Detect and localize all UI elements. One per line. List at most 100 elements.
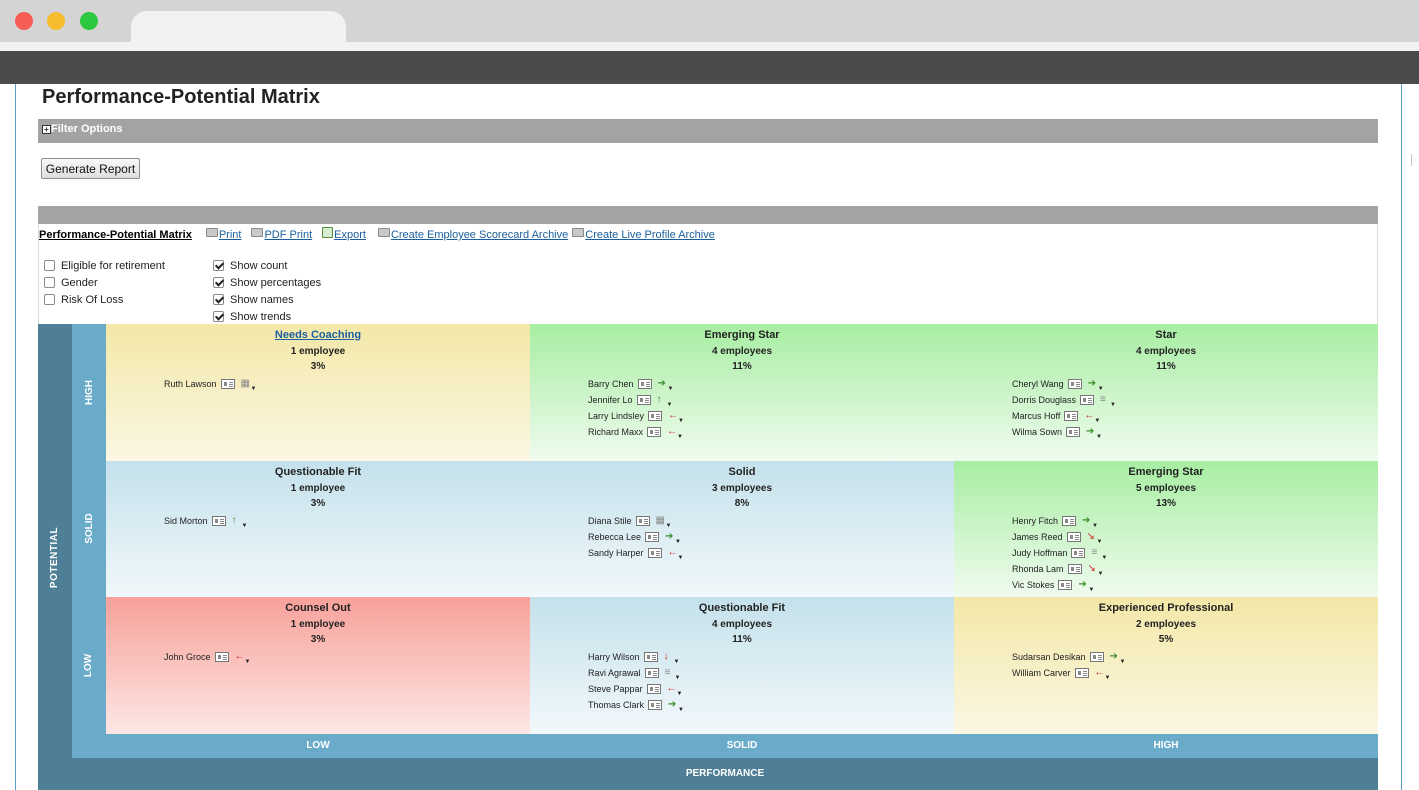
checkbox[interactable] [44, 294, 55, 305]
dropdown-caret-icon[interactable]: ▼ [677, 555, 684, 561]
profile-card-icon[interactable] [1067, 379, 1082, 389]
dropdown-caret-icon[interactable]: ▼ [244, 659, 251, 665]
pdf-print-link[interactable]: PDF Print [251, 227, 313, 241]
profile-card-icon[interactable] [211, 516, 226, 526]
list-icon[interactable]: ≡ ▼ [1091, 547, 1108, 562]
option-risk-of-loss[interactable]: Risk Of Loss [44, 291, 165, 308]
live-profile-archive-link[interactable]: Create Live Profile Archive [572, 227, 715, 241]
minimize-window-button[interactable] [47, 12, 65, 30]
employee-row[interactable]: Sandy Harper ← ▼ [588, 545, 683, 562]
maximize-window-button[interactable] [80, 12, 98, 30]
arrow-left-icon[interactable]: ← ▼ [667, 426, 683, 441]
dropdown-caret-icon[interactable]: ▼ [1104, 675, 1111, 681]
arrow-up-icon[interactable]: ↑ ▼ [231, 515, 248, 530]
employee-row[interactable]: John Groce ← ▼ [164, 649, 250, 666]
arrow-diagonal-icon[interactable]: ↘ ▼ [1086, 531, 1103, 546]
profile-card-icon[interactable] [635, 516, 650, 526]
dropdown-caret-icon[interactable]: ▼ [676, 691, 683, 697]
employee-row[interactable]: James Reed ↘ ▼ [1012, 529, 1103, 546]
dropdown-caret-icon[interactable]: ▼ [250, 386, 257, 392]
grid-icon[interactable]: ▦ ▼ [655, 515, 672, 530]
scorecard-archive-link[interactable]: Create Employee Scorecard Archive [377, 227, 568, 241]
dropdown-caret-icon[interactable]: ▼ [1097, 571, 1104, 577]
profile-card-icon[interactable] [645, 532, 660, 542]
arrow-left-icon[interactable]: ← ▼ [666, 683, 683, 698]
cell-title[interactable]: Needs Coaching [274, 329, 362, 341]
employee-name[interactable]: Sandy Harper [588, 548, 644, 558]
profile-card-icon[interactable] [1058, 580, 1073, 590]
grid-icon[interactable]: ▦ ▼ [240, 378, 257, 393]
profile-card-icon[interactable] [1080, 395, 1095, 405]
employee-name[interactable]: Dorris Douglass [1012, 395, 1077, 405]
export-link[interactable]: Export [322, 226, 366, 241]
employee-name[interactable]: Jennifer Lo [588, 395, 633, 405]
profile-card-icon[interactable] [646, 684, 661, 694]
employee-name[interactable]: Ruth Lawson [164, 379, 217, 389]
arrow-left-icon[interactable]: ← ▼ [1084, 410, 1101, 425]
option-show-names[interactable]: Show names [213, 291, 321, 308]
profile-card-icon[interactable] [647, 427, 662, 437]
dropdown-caret-icon[interactable]: ▼ [675, 539, 681, 545]
dropdown-caret-icon[interactable]: ▼ [1110, 402, 1116, 408]
dropdown-caret-icon[interactable]: ▼ [673, 659, 680, 665]
print-label[interactable]: Print [218, 229, 242, 241]
employee-name[interactable]: Diana Stile [588, 516, 632, 526]
arrow-diagonal-icon[interactable]: ↘ ▼ [1087, 563, 1104, 578]
arrow-right-icon[interactable]: ➔ ▼ [1086, 426, 1102, 441]
profile-card-icon[interactable] [1071, 548, 1086, 558]
profile-card-icon[interactable] [1062, 516, 1077, 526]
dropdown-caret-icon[interactable]: ▼ [678, 707, 684, 713]
close-window-button[interactable] [15, 12, 33, 30]
arrow-left-icon[interactable]: ← ▼ [1094, 667, 1111, 682]
profile-card-icon[interactable] [214, 652, 229, 662]
employee-name[interactable]: Thomas Clark [588, 700, 645, 710]
employee-row[interactable]: Richard Maxx ← ▼ [588, 424, 683, 441]
dropdown-caret-icon[interactable]: ▼ [674, 675, 681, 681]
checkbox[interactable] [44, 260, 55, 271]
dropdown-caret-icon[interactable]: ▼ [1096, 434, 1102, 440]
dropdown-caret-icon[interactable]: ▼ [665, 523, 672, 529]
dropdown-caret-icon[interactable]: ▼ [678, 418, 684, 424]
employee-name[interactable]: Wilma Sown [1012, 427, 1063, 437]
filter-options-label[interactable]: Filter Options [51, 123, 123, 135]
employee-row[interactable]: Larry Lindsley ← ▼ [588, 408, 684, 425]
dropdown-caret-icon[interactable]: ▼ [1096, 539, 1103, 545]
list-icon[interactable]: ≡ ▼ [664, 667, 681, 682]
employee-row[interactable]: Vic Stokes ➔ ▼ [1012, 577, 1102, 594]
employee-name[interactable]: Marcus Hoff [1012, 411, 1061, 421]
print-link[interactable]: Print [205, 227, 242, 241]
dropdown-caret-icon[interactable]: ▼ [1101, 555, 1108, 561]
employee-row[interactable]: Cheryl Wang ➔ ▼ [1012, 376, 1111, 393]
option-show-trends[interactable]: Show trends [213, 308, 321, 325]
employee-name[interactable]: Richard Maxx [588, 427, 644, 437]
employee-row[interactable]: Henry Fitch ➔ ▼ [1012, 513, 1102, 530]
filter-options-bar[interactable]: + Filter Options [38, 119, 1378, 143]
browser-tab[interactable] [131, 11, 346, 44]
dropdown-caret-icon[interactable]: ▼ [1094, 418, 1101, 424]
profile-card-icon[interactable] [644, 668, 659, 678]
option-eligible-retirement[interactable]: Eligible for retirement [44, 257, 165, 274]
live-profile-archive-label[interactable]: Create Live Profile Archive [585, 229, 715, 241]
generate-report-button[interactable]: Generate Report [41, 158, 140, 179]
option-show-percentages[interactable]: Show percentages [213, 274, 321, 291]
arrow-right-icon[interactable]: ➔ ▼ [657, 378, 674, 393]
employee-name[interactable]: Rebecca Lee [588, 532, 642, 542]
checkbox[interactable] [213, 294, 224, 305]
employee-row[interactable]: Rebecca Lee ➔ ▼ [588, 529, 681, 546]
pdf-print-label[interactable]: PDF Print [264, 229, 313, 241]
dropdown-caret-icon[interactable]: ▼ [666, 402, 673, 408]
arrow-right-icon[interactable]: ➔ ▼ [1082, 515, 1098, 530]
checkbox[interactable] [213, 277, 224, 288]
employee-row[interactable]: William Carver ← ▼ [1012, 665, 1121, 682]
arrow-right-icon[interactable]: ➔ ▼ [668, 699, 684, 714]
employee-name[interactable]: Sid Morton [164, 516, 208, 526]
profile-card-icon[interactable] [1064, 411, 1079, 421]
profile-card-icon[interactable] [647, 548, 662, 558]
employee-name[interactable]: James Reed [1012, 532, 1063, 542]
option-show-count[interactable]: Show count [213, 257, 321, 274]
employee-name[interactable]: John Groce [164, 652, 211, 662]
profile-card-icon[interactable] [1074, 668, 1089, 678]
arrow-down-icon[interactable]: ↓ ▼ [663, 651, 680, 666]
profile-card-icon[interactable] [1066, 427, 1081, 437]
list-icon[interactable]: ≡ ▼ [1100, 394, 1116, 409]
